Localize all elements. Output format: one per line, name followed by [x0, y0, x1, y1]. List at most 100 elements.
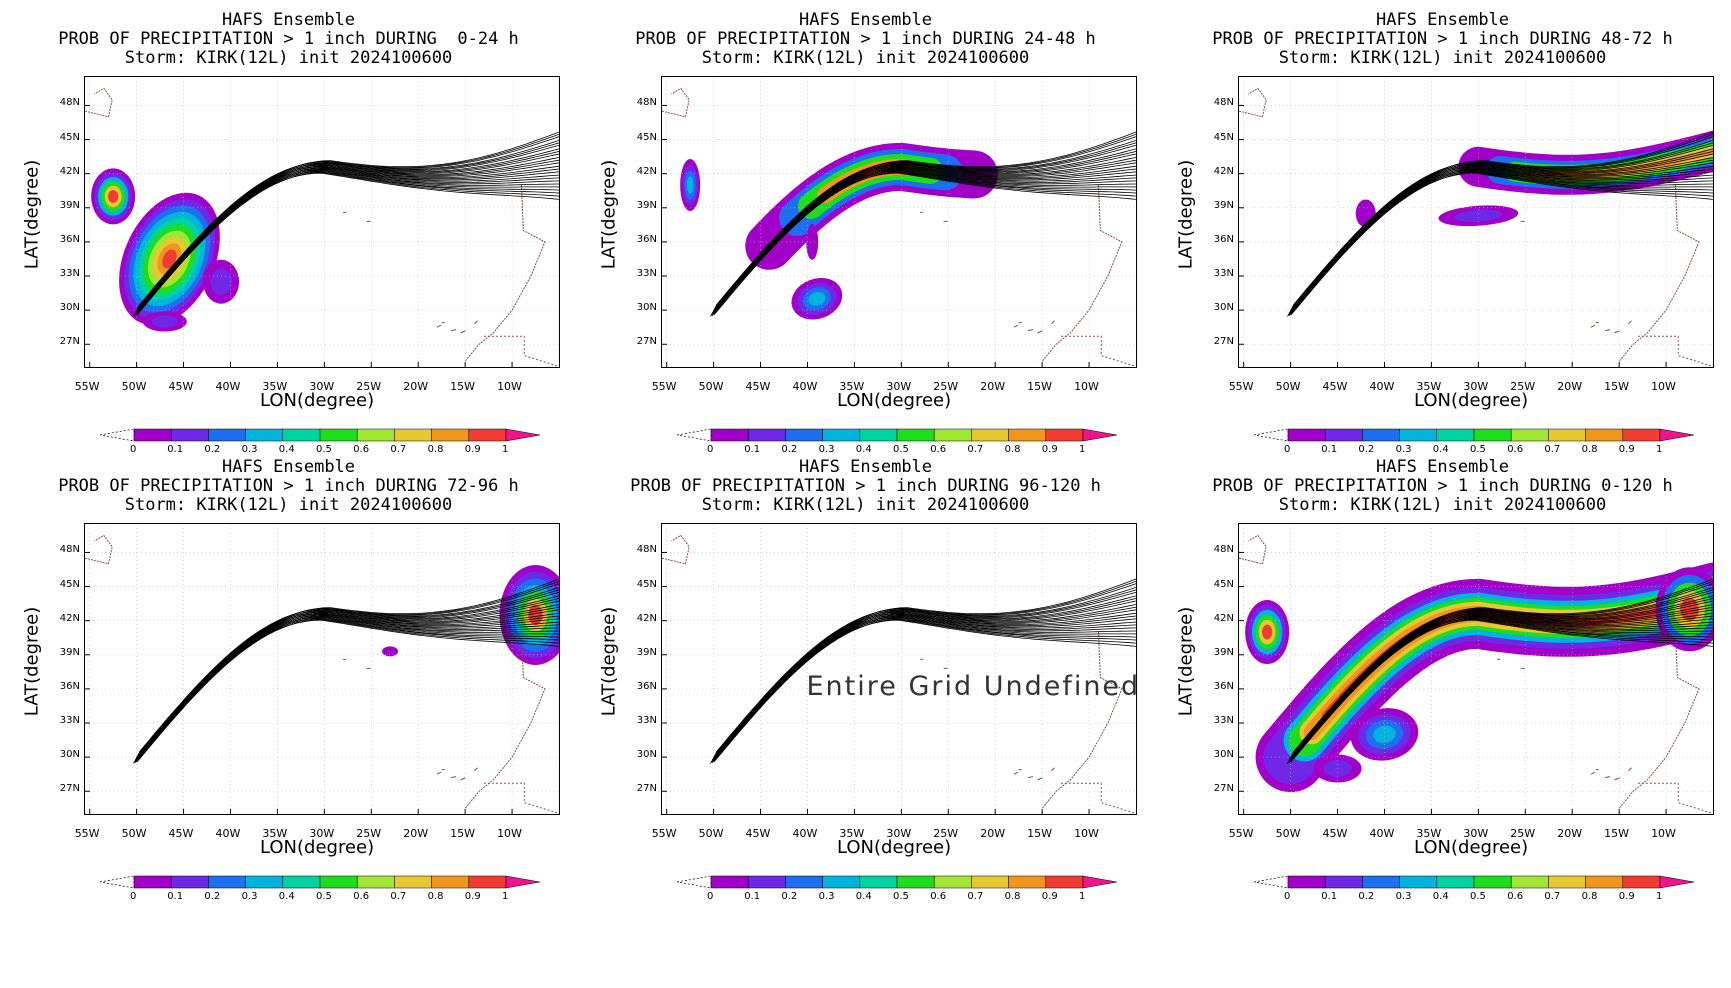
ensemble-track: [715, 136, 1136, 306]
colorbar-segment: [1436, 428, 1475, 442]
colorbar-segment: [245, 428, 284, 442]
colorbar-label: 0.6: [353, 444, 370, 455]
colorbar-label: 0.9: [1618, 444, 1635, 455]
ensemble-track: [1292, 136, 1713, 306]
ensemble-track: [1296, 578, 1713, 752]
colorbar-label: 0.4: [855, 444, 872, 455]
colorbar-label: 0.5: [893, 444, 909, 455]
colorbar-label: 0.1: [744, 444, 761, 455]
map-frame: [661, 76, 1137, 368]
coastline-newfoundland: [1239, 87, 1267, 118]
x-tick-label: 25W: [356, 380, 382, 393]
colorbar: [677, 428, 1117, 442]
border-west-sahara: [1637, 782, 1713, 814]
y-tick-label: 48N: [59, 97, 80, 109]
colorbar-segment: [208, 428, 246, 442]
grid: [1239, 524, 1713, 814]
y-tick-label: 33N: [636, 268, 657, 280]
y-tick-label: 30N: [59, 302, 80, 314]
coastlines: [1239, 534, 1713, 814]
ensemble-track: [1290, 171, 1713, 316]
panel-title-product: PROB OF PRECIPITATION > 1 inch DURING 72…: [58, 476, 519, 496]
colorbar-label: 1: [502, 444, 509, 455]
colorbar-under-triangle: [100, 875, 135, 889]
precip-probability-field: [91, 168, 240, 332]
colorbar-label: 0.8: [1004, 444, 1021, 455]
y-tick-label: 33N: [59, 268, 80, 280]
coastline-canaries: [436, 767, 478, 781]
colorbar-label: 0.9: [464, 444, 481, 455]
border-west-sahara: [1637, 335, 1713, 367]
x-tick-label: 15W: [450, 380, 475, 393]
coastline-canaries: [1013, 320, 1055, 334]
colorbar-label: 0.2: [204, 891, 221, 902]
x-tick-label: 15W: [1027, 827, 1052, 840]
colorbar-segment: [319, 428, 358, 442]
y-tick-label: 39N: [59, 646, 80, 658]
x-tick-label: 40W: [792, 380, 818, 393]
colorbar-segment: [710, 428, 749, 442]
x-tick-label: 50W: [1275, 380, 1301, 393]
map-plot-area: [662, 77, 1136, 367]
ticks: [85, 551, 513, 814]
x-tick-label: 45W: [1322, 380, 1348, 393]
colorbar-label: 0.7: [1544, 444, 1561, 455]
colorbar-label: 0.6: [930, 444, 947, 455]
panel-title-model: HAFS Ensemble: [221, 10, 356, 30]
ensemble-track: [142, 131, 559, 305]
ensemble-track: [717, 133, 1136, 305]
colorbar-segment: [1510, 875, 1549, 889]
colorbar-label: 0.5: [316, 444, 332, 455]
panel-title-storm: Storm: KIRK(12L) init 2024100600: [1278, 495, 1607, 515]
y-tick-label: 45N: [636, 131, 657, 143]
colorbar-label: 0.5: [893, 891, 909, 902]
coastline-newfoundland: [85, 534, 113, 565]
colorbar-label: 0.7: [967, 444, 984, 455]
ticks: [1239, 551, 1667, 814]
colorbar-label: 0.3: [818, 891, 835, 902]
colorbar-label: 0.4: [1432, 891, 1449, 902]
ensemble-tracks: [709, 131, 1136, 317]
colorbar-label: 0.1: [167, 891, 184, 902]
colorbar-segment: [1008, 875, 1047, 889]
colorbar-under-triangle: [100, 428, 135, 442]
map-frame: [1238, 523, 1714, 815]
x-tick-label: 15W: [1027, 380, 1052, 393]
colorbar-over-triangle: [1659, 428, 1694, 442]
x-tick-label: 40W: [792, 827, 818, 840]
colorbar-segment: [896, 875, 935, 889]
x-tick-label: 10W: [497, 827, 522, 840]
coastline-azores: [343, 658, 371, 669]
y-axis-title: LAT(degree): [1175, 159, 1197, 270]
colorbar-label: 0.8: [427, 444, 444, 455]
ensemble-track: [719, 578, 1136, 752]
colorbar-segment: [170, 428, 209, 442]
y-tick-label: 27N: [636, 336, 657, 348]
colorbar-label: 0.1: [1321, 891, 1338, 902]
map-frame: [661, 523, 1137, 815]
colorbar-label: 0.9: [1618, 891, 1635, 902]
ensemble-track: [138, 136, 559, 306]
colorbar-segment: [1045, 428, 1084, 442]
coastline-canaries: [1013, 767, 1055, 781]
x-tick-label: 35W: [839, 827, 865, 840]
y-axis-title: LAT(degree): [598, 606, 620, 717]
colorbar-segment: [1362, 428, 1400, 442]
coastline-africa: [464, 632, 546, 809]
x-tick-label: 25W: [933, 827, 959, 840]
ensemble-track: [718, 586, 1136, 753]
coastlines: [662, 87, 1136, 367]
colorbar-segment: [468, 428, 507, 442]
colorbar-segment: [785, 875, 823, 889]
colorbar-label: 0.3: [241, 891, 258, 902]
y-tick-label: 45N: [1213, 578, 1234, 590]
x-tick-label: 30W: [1463, 827, 1489, 840]
x-tick-label: 10W: [1074, 827, 1099, 840]
colorbar-segment: [1436, 875, 1475, 889]
y-tick-label: 45N: [1213, 131, 1234, 143]
x-tick-label: 30W: [1463, 380, 1489, 393]
colorbar: [1254, 428, 1694, 442]
border-west-sahara: [483, 335, 559, 367]
colorbar-label: 0.6: [353, 891, 370, 902]
x-tick-label: 55W: [1228, 827, 1254, 840]
